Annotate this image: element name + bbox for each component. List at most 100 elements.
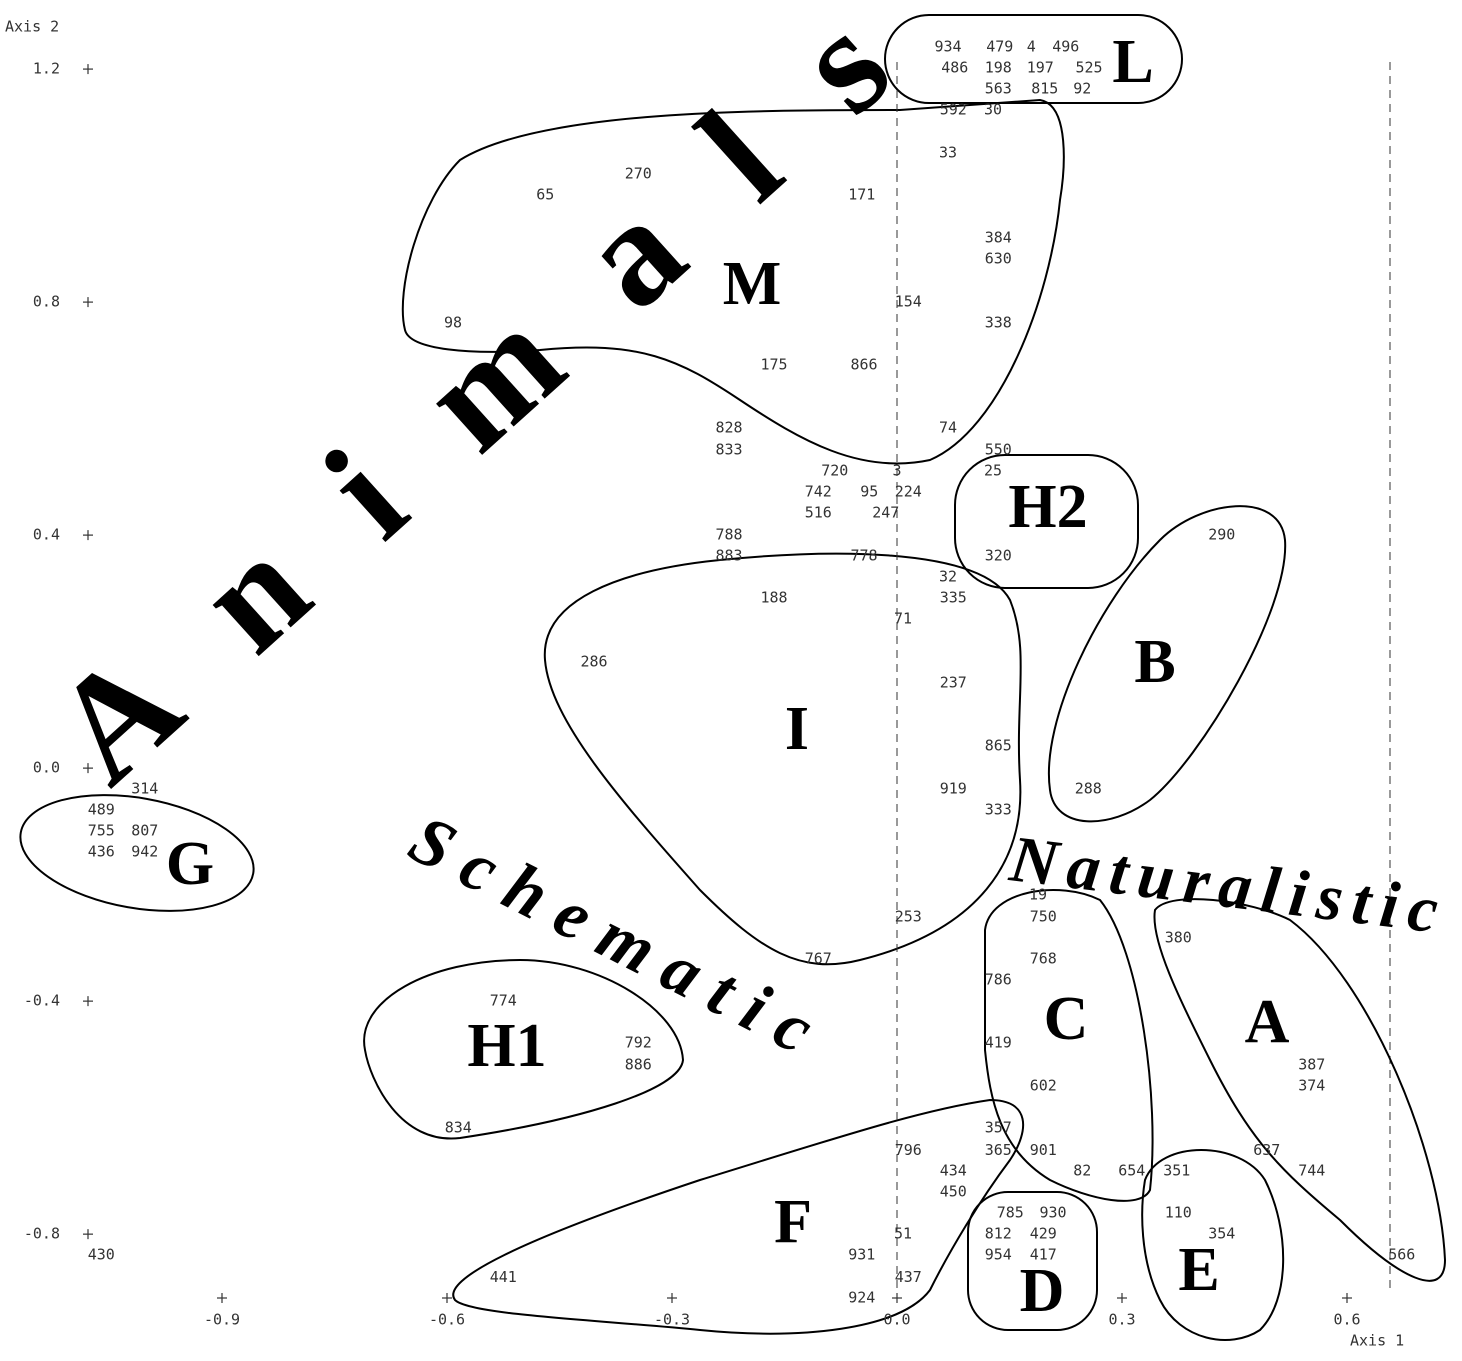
point-label: 785 <box>997 1204 1024 1222</box>
point-label: 489 <box>88 801 115 819</box>
annotation: Animals <box>21 0 920 815</box>
point-label: 436 <box>88 843 115 861</box>
point-label: 812 <box>985 1225 1012 1243</box>
point-label: 437 <box>895 1268 922 1286</box>
point-label: 720 <box>821 462 848 480</box>
point-label: 30 <box>984 100 1002 118</box>
point-label: 828 <box>715 418 742 436</box>
outline-i <box>543 552 1022 966</box>
point-label: 637 <box>1253 1141 1280 1159</box>
point-label: 175 <box>760 356 787 374</box>
point-label: 314 <box>131 780 158 798</box>
y-tick-label: -0.8 <box>24 1225 60 1243</box>
point-label: 3 <box>892 462 901 480</box>
point-label: 434 <box>940 1162 967 1180</box>
point-label: 320 <box>985 547 1012 565</box>
point-label: 224 <box>895 482 922 500</box>
point-label: 807 <box>131 822 158 840</box>
point-label: 429 <box>1030 1225 1057 1243</box>
point-label: 33 <box>939 143 957 161</box>
point-label: 419 <box>985 1034 1012 1052</box>
cluster-labels: L M H2 B I G H1 C A F D E <box>166 28 1290 1325</box>
point-label: 865 <box>985 736 1012 754</box>
point-label: 516 <box>805 503 832 521</box>
point-label: 742 <box>805 482 832 500</box>
outline-l <box>884 14 1183 104</box>
point-label: 197 <box>1027 58 1054 76</box>
point-label: 833 <box>715 441 742 459</box>
point-label: 290 <box>1208 526 1235 544</box>
point-label: 25 <box>984 462 1002 480</box>
point-label: 74 <box>939 418 957 436</box>
point-label: 602 <box>1030 1077 1057 1095</box>
point-label: 930 <box>1039 1204 1066 1222</box>
point-label: 786 <box>985 971 1012 989</box>
point-label: 95 <box>860 482 878 500</box>
cluster-outlines <box>19 14 1447 1341</box>
outline-g <box>19 794 255 912</box>
point-label: 32 <box>939 568 957 586</box>
point-label: 247 <box>872 503 899 521</box>
point-label: 654 <box>1118 1162 1145 1180</box>
point-label: 19 <box>1029 886 1047 904</box>
point-label: 374 <box>1298 1077 1325 1095</box>
cluster-label: H1 <box>467 1012 546 1080</box>
point-label: 198 <box>985 58 1012 76</box>
point-label: 792 <box>625 1034 652 1052</box>
point-label: 931 <box>848 1246 875 1264</box>
point-label: 110 <box>1165 1204 1192 1222</box>
point-label: 954 <box>985 1246 1012 1264</box>
point-label: 450 <box>940 1183 967 1201</box>
point-label: 796 <box>895 1141 922 1159</box>
x-tick-label: -0.3 <box>654 1311 690 1329</box>
cluster-label: A <box>1245 988 1290 1056</box>
x-tick-label: -0.6 <box>429 1311 465 1329</box>
point-label: 380 <box>1165 929 1192 947</box>
y-tick-label: 0.8 <box>33 293 60 311</box>
y-tick-label: 1.2 <box>33 60 60 78</box>
point-label: 338 <box>985 314 1012 332</box>
outline-h1 <box>363 958 685 1140</box>
point-label: 774 <box>490 992 517 1010</box>
outline-d <box>967 1191 1098 1331</box>
point-label: 901 <box>1030 1141 1057 1159</box>
x-tick-label: 0.6 <box>1333 1311 1360 1329</box>
point-label: 430 <box>88 1246 115 1264</box>
x-tick-label: -0.9 <box>204 1311 240 1329</box>
point-label: 365 <box>985 1141 1012 1159</box>
outline-f <box>452 1098 1024 1335</box>
point-label: 82 <box>1073 1162 1091 1180</box>
point-label: 4 <box>1027 37 1036 55</box>
point-label: 563 <box>985 79 1012 97</box>
point-label: 354 <box>1208 1225 1235 1243</box>
y-axis-label: Axis 2 <box>5 18 59 36</box>
point-label: 286 <box>580 653 607 671</box>
point-label: 919 <box>940 780 967 798</box>
point-label: 750 <box>1030 908 1057 926</box>
y-tick-label: 0.4 <box>33 526 60 544</box>
point-label: 357 <box>985 1119 1012 1137</box>
x-tick-label: 0.3 <box>1108 1311 1135 1329</box>
x-tick-label: 0.0 <box>883 1311 910 1329</box>
point-label: 351 <box>1163 1162 1190 1180</box>
y-tick-label: -0.4 <box>24 992 60 1010</box>
point-label: 441 <box>490 1268 517 1286</box>
point-label: 387 <box>1298 1056 1325 1074</box>
cluster-label: M <box>723 250 782 318</box>
cluster-label: I <box>785 695 809 763</box>
point-label: 768 <box>1030 950 1057 968</box>
cluster-label: B <box>1134 628 1175 696</box>
y-tick-label: 0.0 <box>33 759 60 777</box>
point-label: 592 <box>940 100 967 118</box>
point-label: 270 <box>625 164 652 182</box>
point-label: 755 <box>88 822 115 840</box>
point-label: 417 <box>1030 1246 1057 1264</box>
cluster-label: H2 <box>1008 473 1087 541</box>
point-label: 65 <box>536 185 554 203</box>
point-label: 496 <box>1052 37 1079 55</box>
point-label: 883 <box>715 547 742 565</box>
point-label: 384 <box>985 229 1012 247</box>
point-label: 942 <box>131 843 158 861</box>
point-label: 479 <box>986 37 1013 55</box>
